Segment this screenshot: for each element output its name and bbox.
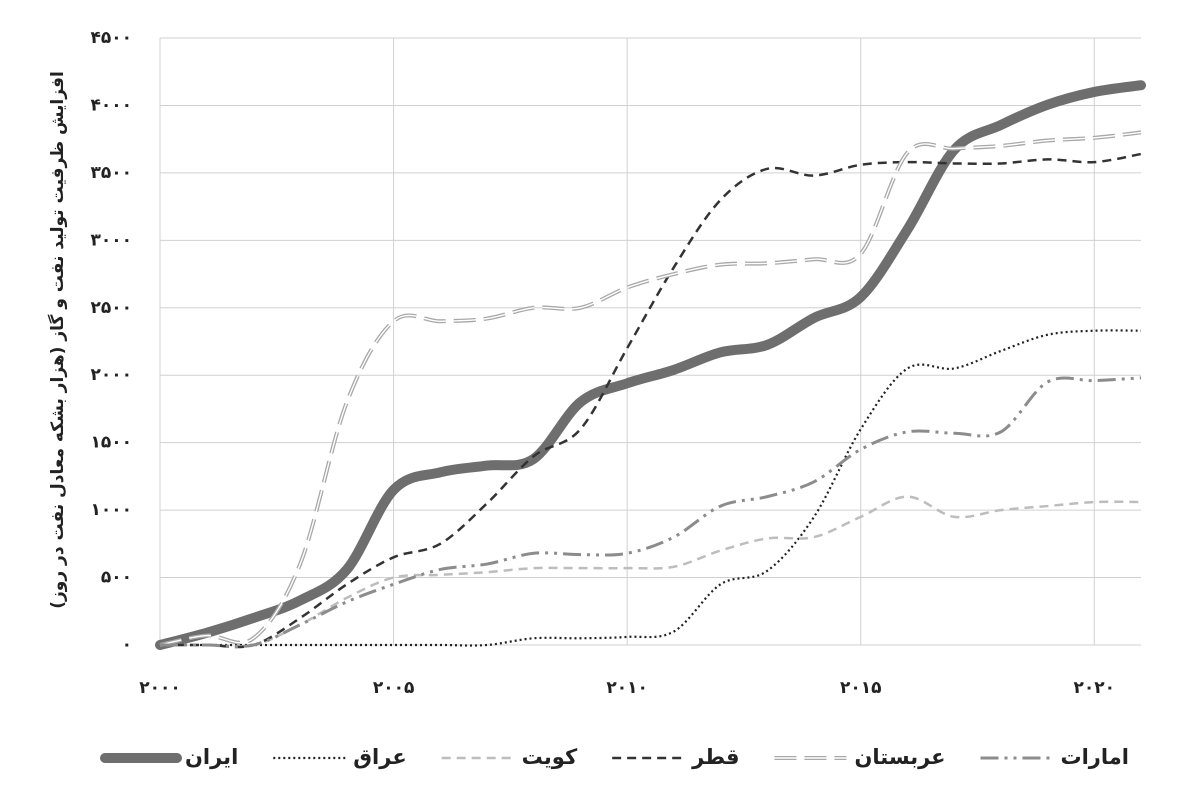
y-tick-label: ۳۰۰۰ [90,230,132,250]
y-tick-label: ۰ [122,635,132,655]
y-tick-label: ۱۰۰۰ [90,500,132,520]
y-tick-label: ۴۰۰۰ [90,95,132,115]
y-tick-label: ۱۵۰۰ [90,433,132,453]
series-line [155,80,1146,650]
series-line [160,495,1142,648]
legend-label: کویت [522,745,578,769]
legend-label: عربستان [854,745,945,769]
series-line-inner [159,131,1142,646]
y-tick-label: ۵۰۰ [101,568,132,588]
y-tick-label: ۲۵۰۰ [90,298,132,318]
legend-label: قطر [691,745,739,769]
series-line [160,152,1142,649]
y-tick-label: ۳۵۰۰ [90,163,132,183]
x-tick-label: ۲۰۲۰ [1074,678,1116,698]
legend-label: امارات [1061,745,1129,769]
y-tick-label: ۴۵۰۰ [90,28,132,48]
legend-label: عراق [353,745,406,769]
legend-label: ایران [185,745,238,769]
series-line [159,130,1142,647]
x-tick-label: ۲۰۱۵ [840,678,882,698]
series-line [160,376,1142,648]
x-tick-label: ۲۰۰۰ [139,678,181,698]
x-tick-label: ۲۰۱۰ [606,678,648,698]
y-axis-label: افزایش ظرفیت تولید نفت و گاز (هزار بشکه … [47,71,68,609]
x-tick-label: ۲۰۰۵ [373,678,415,698]
y-tick-label: ۲۰۰۰ [90,365,132,385]
series-line [160,329,1142,647]
